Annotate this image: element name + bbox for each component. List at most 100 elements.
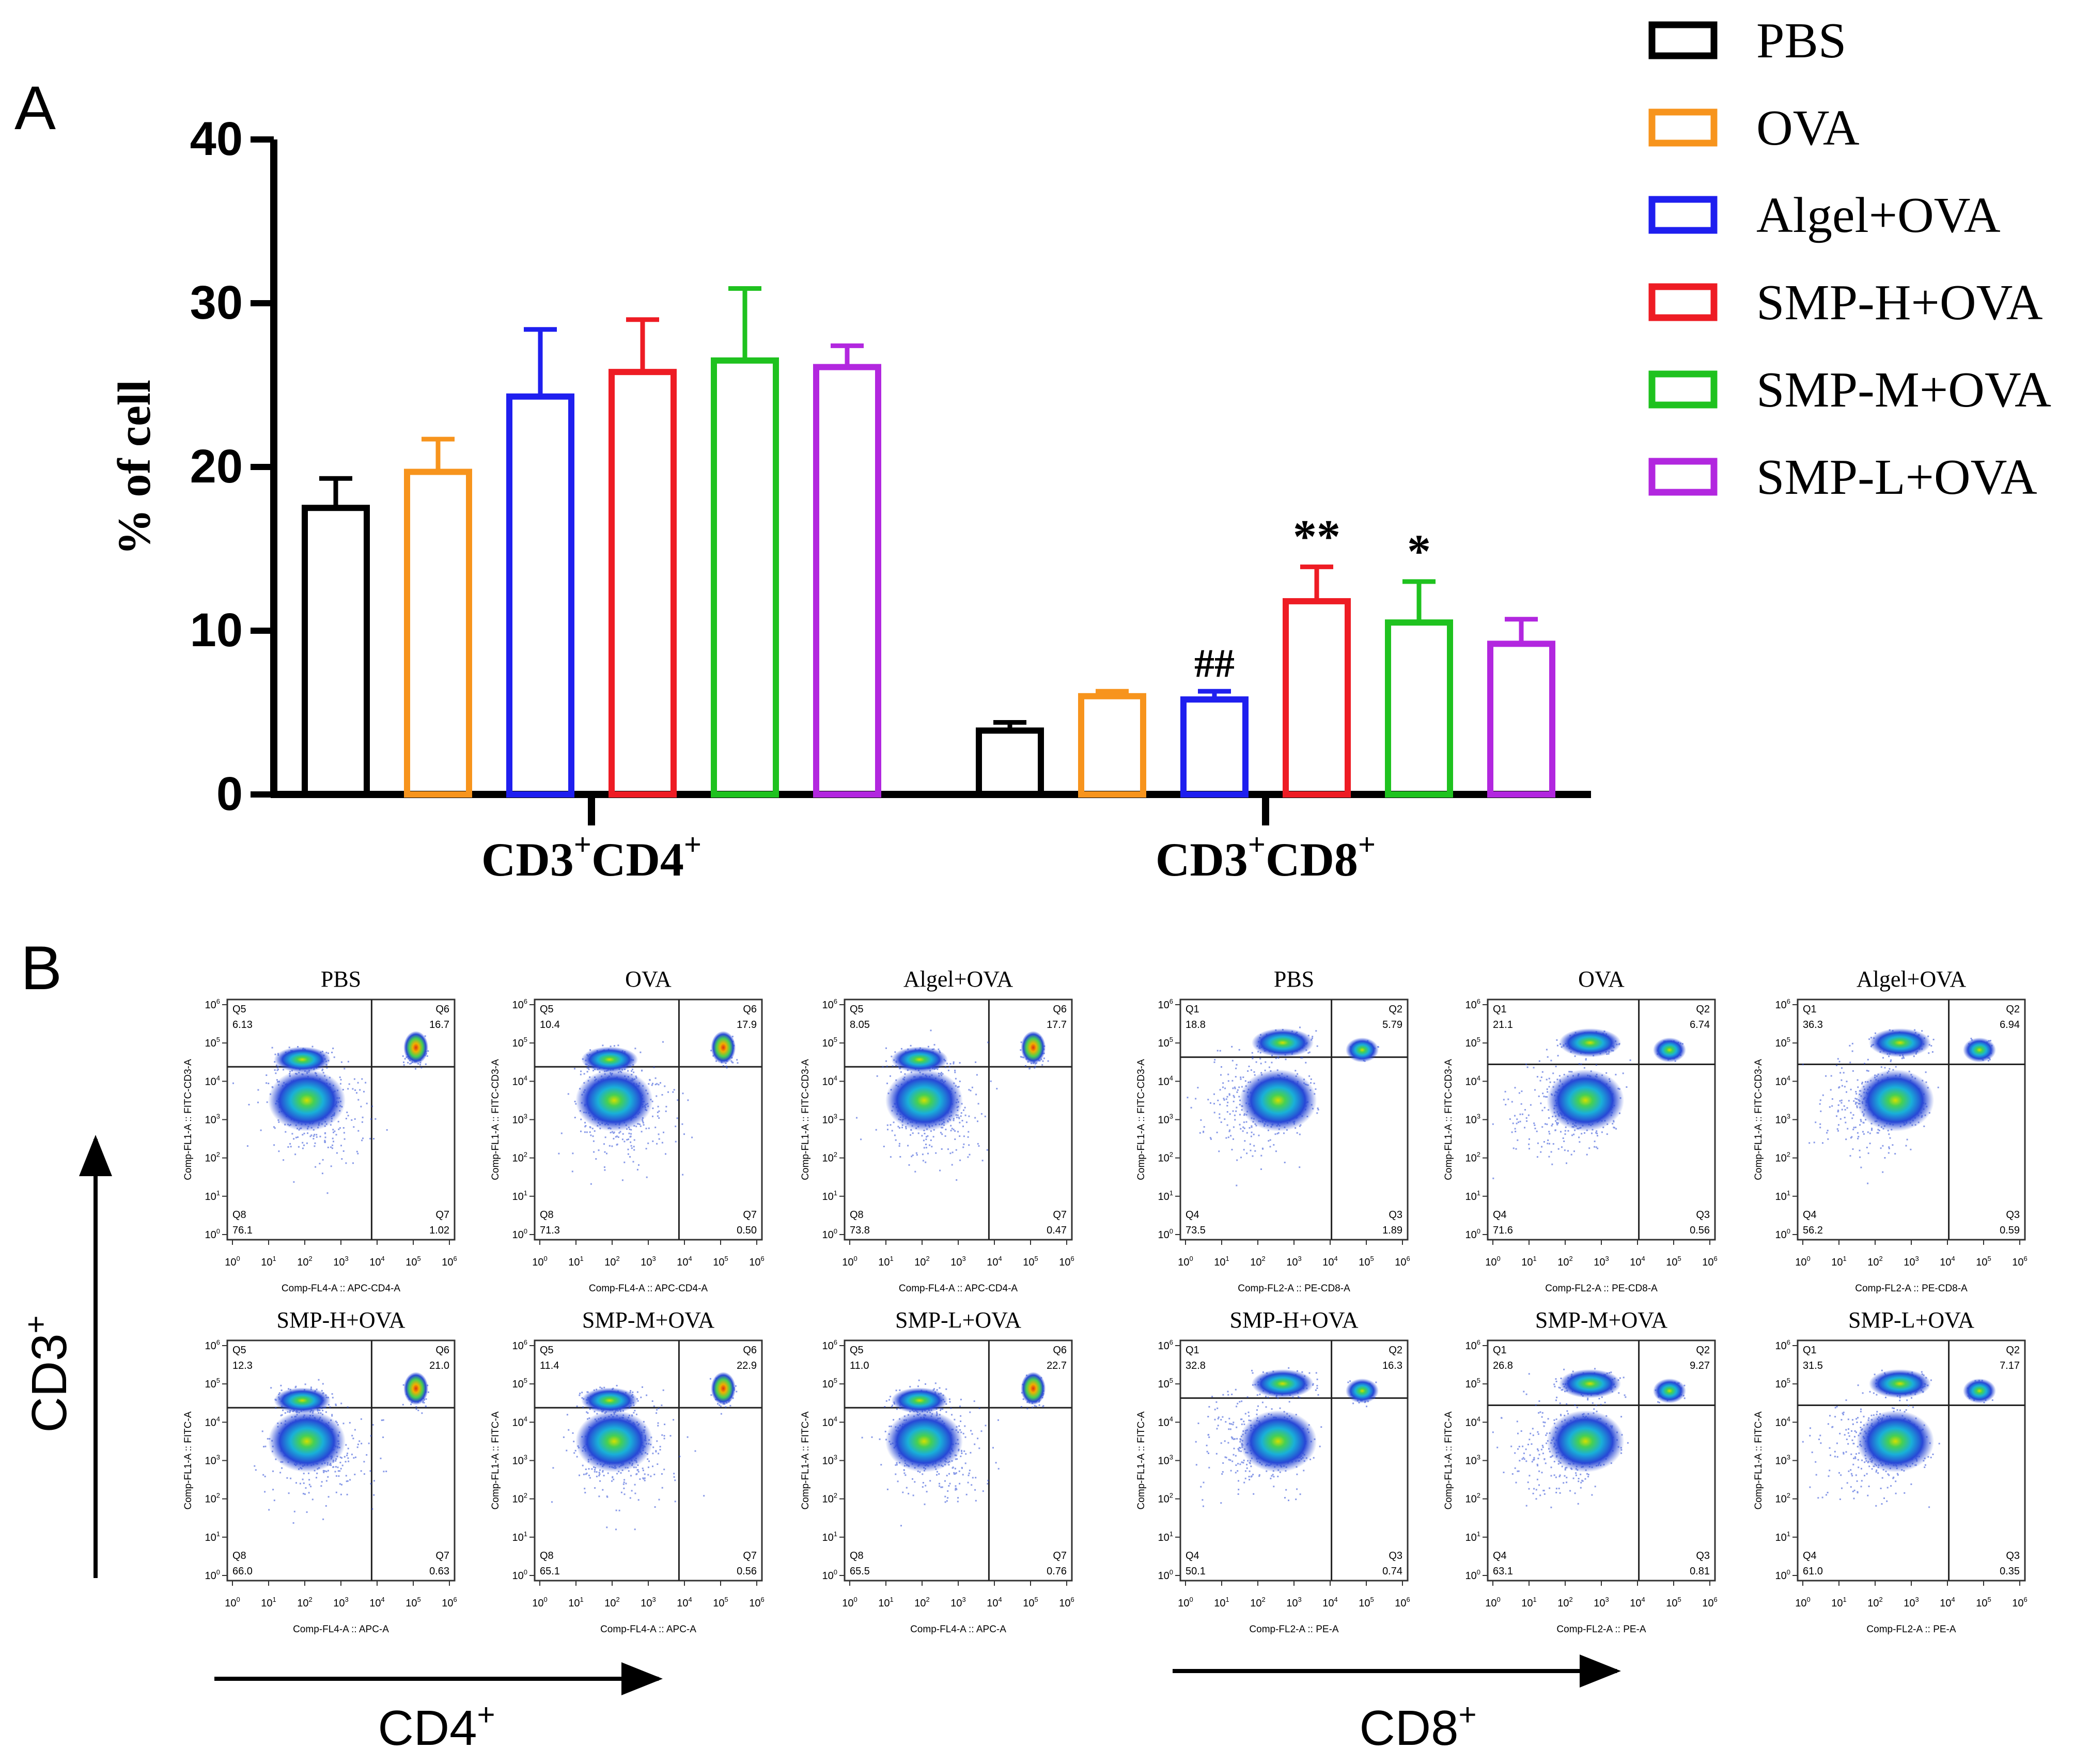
plot-xlabel-plot-2-3: Comp-FL4-A :: APC-A (910, 1624, 1006, 1635)
tick-exp: 4 (1477, 1415, 1480, 1423)
tick-exp: 3 (524, 1113, 527, 1120)
plot-ylabel-plot-1-6: Comp-FL1-A :: FITC-CD3-A (1753, 1059, 1764, 1180)
quadrant-value-q5-plot-1-3: 8.05 (850, 1019, 870, 1031)
quadrant-value-q7-plot-1-3: 0.47 (1047, 1225, 1067, 1236)
tick-base: 10 (1904, 1257, 1915, 1268)
tick-exp: 0 (1497, 1596, 1501, 1603)
y-tick-label: 106 (512, 997, 527, 1011)
x-tick-label: 101 (878, 1596, 893, 1609)
flow-plot-ova-cd8: OVA1001001011011021021031031041041051051… (1443, 966, 1718, 1294)
tick-base: 10 (878, 1257, 890, 1268)
plot-xlabel-plot-2-4: Comp-FL2-A :: PE-A (1249, 1624, 1338, 1635)
plot-ylabel-plot-2-6: Comp-FL1-A :: FITC-A (1753, 1411, 1764, 1509)
tick-exp: 1 (1477, 1530, 1480, 1538)
category-mid: CD8 (1266, 833, 1358, 886)
tick-base: 10 (1775, 1570, 1787, 1582)
tick-exp: 5 (1169, 1036, 1173, 1043)
category-sup-1: + (574, 828, 591, 862)
y-tick-label: 101 (512, 1530, 527, 1543)
y-tick-label: 103 (1775, 1113, 1790, 1126)
tick-exp: 5 (1370, 1255, 1374, 1262)
y-tick-label: 102 (822, 1492, 837, 1505)
x-tick-label: 106 (749, 1255, 764, 1268)
tick-exp: 6 (761, 1596, 765, 1603)
tick-base: 10 (1158, 1115, 1169, 1126)
tick-base: 10 (1521, 1598, 1533, 1609)
x-category-label-cd4: CD3+CD4+ (481, 828, 701, 886)
x-tick-label: 102 (297, 1596, 312, 1609)
tick-exp: 3 (652, 1255, 656, 1262)
density-upper-plot-1-3 (891, 1047, 948, 1073)
quadrant-name-q6-plot-2-1: Q6 (435, 1345, 449, 1356)
tick-base: 10 (1178, 1598, 1189, 1609)
tick-base: 10 (225, 1257, 236, 1268)
tick-base: 10 (512, 1076, 524, 1087)
y-tick-label: 104 (512, 1074, 527, 1087)
tick-base: 10 (1940, 1257, 1951, 1268)
y-tick-label: 102 (1158, 1492, 1173, 1505)
density-upper-plot-2-3 (891, 1387, 948, 1414)
scatter-points-plot-2-4 (1195, 1367, 1377, 1507)
tick-base: 10 (297, 1257, 308, 1268)
tick-base: 10 (1775, 1076, 1787, 1087)
quadrant-value-q3-plot-1-5: 0.56 (1690, 1225, 1710, 1236)
density-main-plot-1-2 (575, 1069, 653, 1132)
density-main-plot-1-4 (1239, 1069, 1317, 1132)
tick-exp: 5 (1477, 1377, 1480, 1384)
tick-base: 10 (1976, 1257, 1987, 1268)
flow-plot-algel-ova-cd4: Algel+OVA1001001011011021021031031041041… (800, 966, 1074, 1294)
flow-cytometry-panel: PBS1001001011011021021031031041041051051… (19, 966, 2028, 1756)
plot-title-plot-1-4: PBS (1274, 966, 1314, 992)
tick-base: 10 (1666, 1598, 1677, 1609)
cd4-sup: + (477, 1697, 495, 1732)
quadrant-value-q6-plot-2-3: 22.7 (1047, 1360, 1067, 1371)
quadrant-value-q1-plot-1-5: 21.1 (1493, 1019, 1513, 1031)
tick-exp: 2 (216, 1151, 220, 1159)
tick-base: 10 (442, 1257, 453, 1268)
tick-base: 10 (822, 1000, 834, 1011)
tick-base: 10 (2012, 1598, 2023, 1609)
tick-base: 10 (1359, 1257, 1370, 1268)
quadrant-name-q3-plot-2-6: Q3 (2006, 1550, 2020, 1562)
tick-base: 10 (1158, 1076, 1169, 1087)
density-double-positive-plot-2-4 (1346, 1378, 1379, 1403)
tick-exp: 4 (1334, 1255, 1338, 1262)
tick-exp: 2 (309, 1596, 313, 1603)
x-tick-label: 104 (369, 1255, 384, 1268)
y-tick-label: 102 (1465, 1492, 1480, 1505)
quadrant-value-q8-plot-2-1: 66.0 (232, 1566, 253, 1577)
x-tick-label: 104 (369, 1596, 384, 1609)
x-tick-label: 100 (842, 1596, 857, 1609)
tick-exp: 2 (1787, 1151, 1790, 1159)
tick-base: 10 (987, 1598, 998, 1609)
y-tick-label: 102 (1465, 1151, 1480, 1164)
tick-base: 10 (225, 1598, 236, 1609)
x-tick-label: 106 (2012, 1596, 2027, 1609)
tick-exp: 5 (417, 1596, 421, 1603)
tick-exp: 4 (1952, 1596, 1955, 1603)
tick-exp: 1 (1477, 1189, 1480, 1197)
quadrant-value-q1-plot-2-6: 31.5 (1803, 1360, 1823, 1371)
x-tick-label: 106 (1702, 1255, 1717, 1268)
tick-base: 10 (1594, 1257, 1605, 1268)
y-tick-label: 100 (1775, 1568, 1790, 1582)
tick-exp: 5 (1787, 1036, 1790, 1043)
quadrant-name-q6-plot-1-1: Q6 (435, 1004, 449, 1015)
y-tick-label: 103 (1465, 1454, 1480, 1467)
x-tick-label: 100 (1485, 1596, 1500, 1609)
bar-smp-h-ova-cd8 (1283, 598, 1351, 798)
tick-base: 10 (1775, 1532, 1787, 1543)
tick-exp: 6 (1477, 1338, 1480, 1346)
tick-exp: 0 (1787, 1568, 1790, 1576)
category-sup-1: + (1248, 828, 1266, 862)
density-main-plot-2-5 (1547, 1410, 1625, 1473)
tick-exp: 4 (689, 1596, 692, 1603)
tick-base: 10 (1395, 1598, 1406, 1609)
y-tick-label: 102 (1775, 1151, 1790, 1164)
density-upper-plot-1-1 (274, 1047, 331, 1073)
tick-base: 10 (205, 1379, 216, 1390)
significance-label-algel-ova-cd8: ## (1194, 641, 1235, 685)
tick-exp: 4 (1787, 1074, 1790, 1082)
tick-base: 10 (512, 1532, 524, 1543)
